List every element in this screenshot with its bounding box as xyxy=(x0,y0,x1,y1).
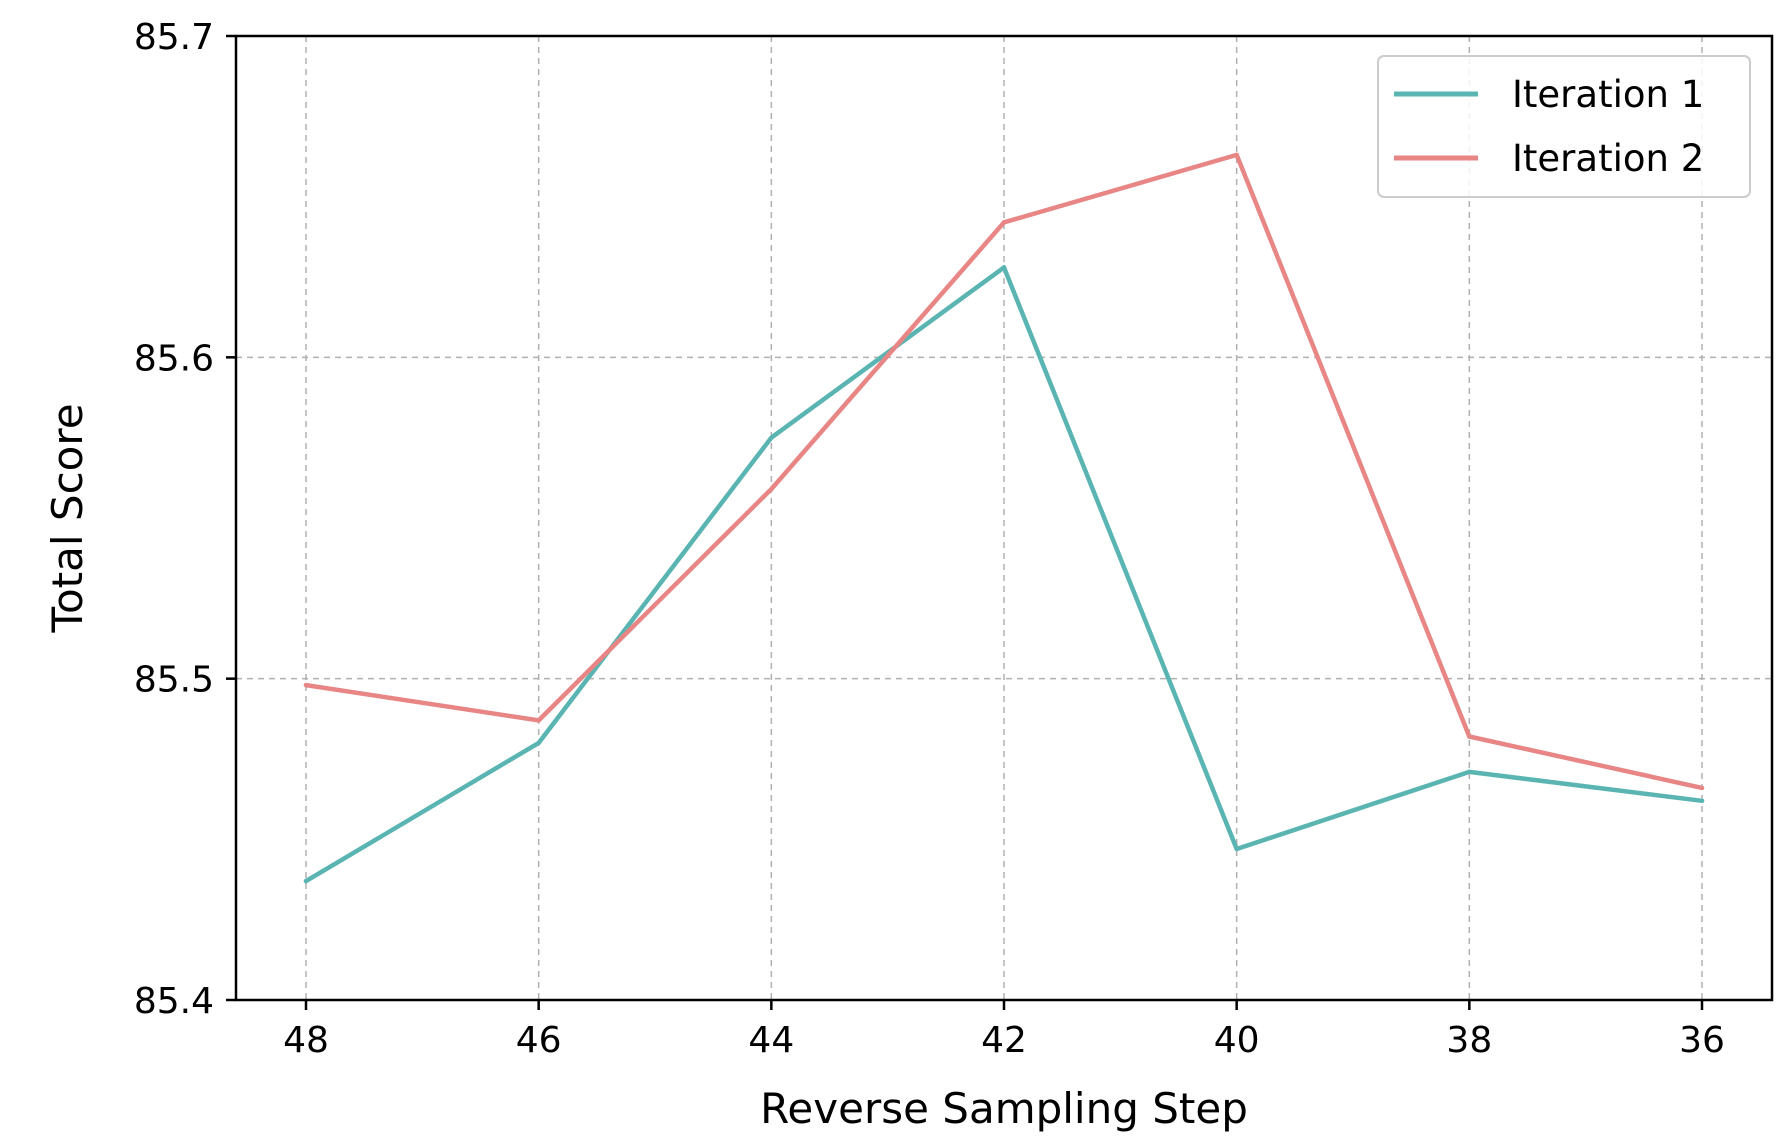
x-tick-label: 40 xyxy=(1214,1020,1260,1061)
data-point xyxy=(769,486,774,492)
legend-label: Iteration 1 xyxy=(1512,73,1704,116)
y-axis-title: Total Score xyxy=(43,403,92,633)
x-tick-label: 42 xyxy=(981,1020,1027,1061)
y-tick-label: 85.4 xyxy=(134,981,214,1022)
data-point xyxy=(1234,846,1239,852)
x-tick-label: 44 xyxy=(748,1020,794,1061)
data-point xyxy=(1001,265,1007,270)
data-point xyxy=(303,682,309,688)
data-point xyxy=(1234,152,1239,158)
data-point xyxy=(303,878,309,884)
grid-layer xyxy=(236,36,1772,1000)
data-point xyxy=(536,718,541,723)
y-tick-label: 85.7 xyxy=(134,17,214,58)
data-point xyxy=(1467,734,1472,739)
data-point xyxy=(1467,769,1472,775)
x-axis-title: Reverse Sampling Step xyxy=(760,1084,1248,1133)
x-tick-label: 38 xyxy=(1446,1020,1492,1061)
ticks-layer: 48 46 44 42 40 38 36 85.4 85.5 85.6 85.7 xyxy=(134,17,1725,1061)
data-point xyxy=(1699,785,1705,791)
x-tick-label: 48 xyxy=(283,1020,329,1061)
data-point xyxy=(1001,220,1007,225)
data-point xyxy=(536,740,541,746)
data-point xyxy=(1699,798,1705,803)
legend-box xyxy=(1377,55,1751,198)
legend-label: Iteration 2 xyxy=(1512,137,1704,180)
x-tick-label: 36 xyxy=(1679,1020,1725,1061)
data-point xyxy=(769,435,774,440)
x-tick-label: 46 xyxy=(516,1020,562,1061)
series-layer xyxy=(303,152,1705,884)
legend: Iteration 1 Iteration 2 xyxy=(1377,55,1751,198)
y-tick-label: 85.5 xyxy=(134,660,214,701)
y-tick-label: 85.6 xyxy=(134,338,214,379)
